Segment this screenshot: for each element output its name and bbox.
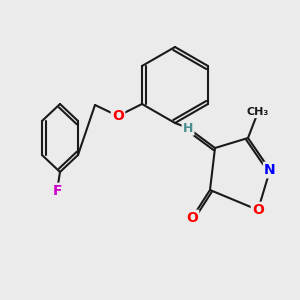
Text: H: H [183, 122, 193, 134]
Text: F: F [52, 184, 62, 198]
Text: N: N [264, 163, 276, 177]
Text: O: O [112, 109, 124, 123]
Text: CH₃: CH₃ [247, 107, 269, 117]
Text: O: O [186, 211, 198, 225]
Text: O: O [252, 203, 264, 217]
